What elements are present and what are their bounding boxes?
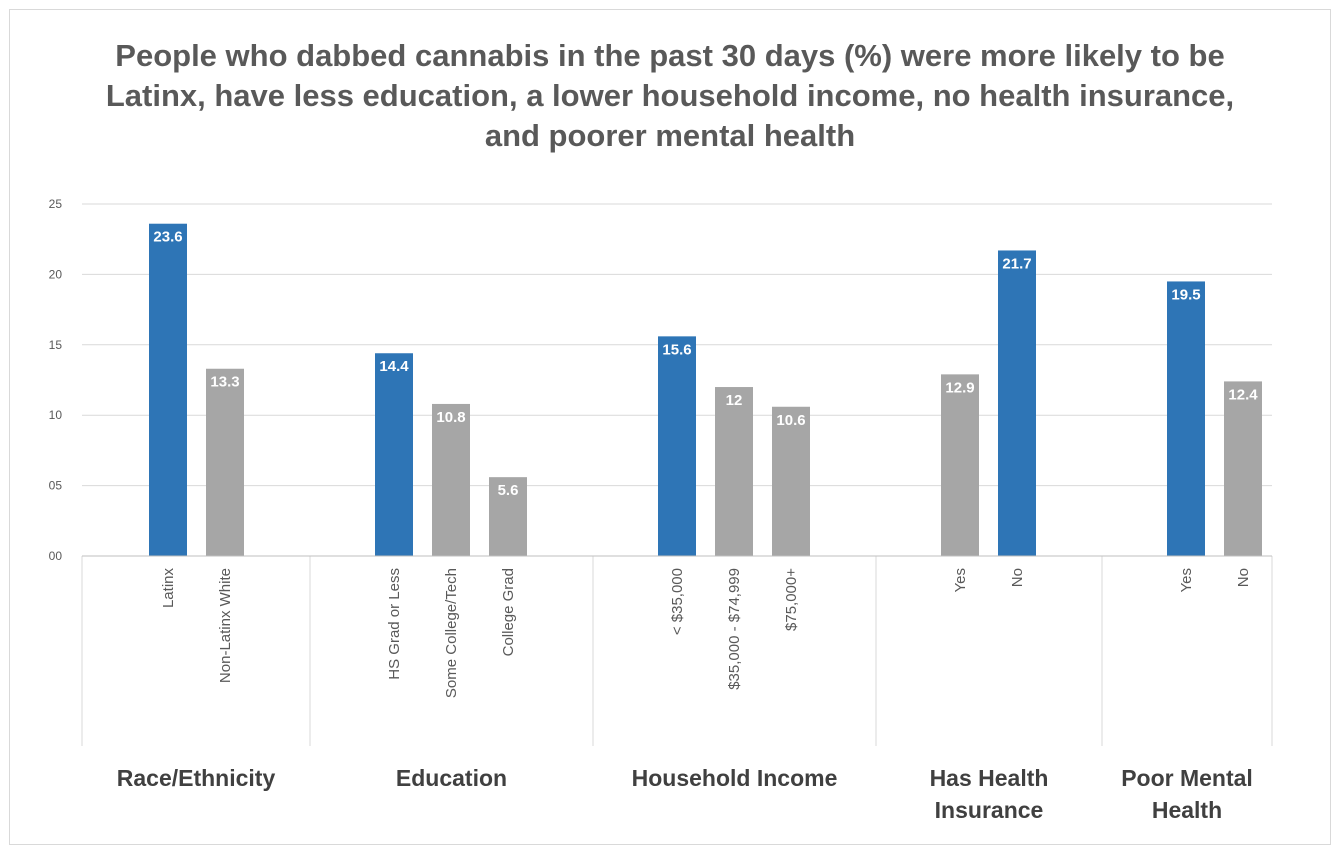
bar (772, 406, 810, 556)
bar (375, 353, 413, 556)
category-label: Some College/Tech (443, 568, 460, 698)
data-label: 5.6 (498, 482, 519, 499)
data-label: 12.9 (945, 379, 974, 396)
data-label: 12.4 (1228, 386, 1258, 403)
category-label: College Grad (500, 568, 517, 656)
data-label: 13.3 (210, 374, 239, 391)
data-label: 14.4 (379, 358, 409, 375)
bar (1224, 381, 1262, 556)
data-label: 15.6 (662, 341, 691, 358)
category-label: Yes (1178, 568, 1195, 592)
bar (658, 336, 696, 556)
data-label: 23.6 (153, 229, 182, 246)
category-label: No (1235, 568, 1252, 587)
y-tick-label: 25 (49, 197, 63, 211)
chart-title: People who dabbed cannabis in the past 3… (105, 38, 1235, 153)
category-label: Non-Latinx White (217, 568, 234, 683)
data-label: 12 (726, 392, 743, 409)
bar (715, 387, 753, 556)
bar (941, 374, 979, 556)
data-label: 10.6 (776, 412, 805, 429)
group-label: Has Health Insurance (930, 765, 1049, 823)
group-label: Poor Mental Health (1121, 765, 1253, 823)
group-label: Education (396, 765, 507, 791)
data-label: 21.7 (1002, 255, 1031, 272)
bar (1167, 281, 1205, 556)
bar (149, 223, 187, 556)
y-tick-label: 20 (49, 267, 63, 281)
category-label: Latinx (160, 568, 177, 609)
group-label: Race/Ethnicity (117, 765, 276, 791)
bar (432, 403, 470, 556)
y-tick-label: 05 (49, 479, 63, 493)
data-label: 19.5 (1171, 286, 1200, 303)
y-tick-label: 15 (49, 338, 63, 352)
y-tick-label: 00 (49, 549, 63, 563)
category-label: $75,000+ (783, 568, 800, 631)
data-label: 10.8 (436, 409, 465, 426)
bar (998, 250, 1036, 557)
category-label: Yes (952, 568, 969, 592)
group-label: Household Income (632, 765, 838, 791)
y-tick-label: 10 (49, 408, 63, 422)
bar (206, 368, 244, 556)
category-label: HS Grad or Less (386, 568, 403, 680)
category-label: $35,000 - $74,999 (726, 568, 743, 690)
bar (489, 477, 527, 556)
category-label: No (1009, 568, 1026, 587)
category-label: < $35,000 (669, 568, 686, 635)
